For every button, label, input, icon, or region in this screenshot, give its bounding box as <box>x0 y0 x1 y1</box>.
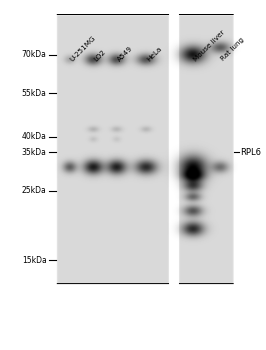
Text: RPL6: RPL6 <box>240 148 261 157</box>
Text: 15kDa: 15kDa <box>22 256 47 265</box>
Text: 25kDa: 25kDa <box>22 186 47 195</box>
Text: Mouse liver: Mouse liver <box>192 29 226 62</box>
Text: HeLa: HeLa <box>145 45 163 62</box>
Text: Rat lung: Rat lung <box>219 37 245 62</box>
Text: 35kDa: 35kDa <box>22 148 47 157</box>
Text: 70kDa: 70kDa <box>22 50 47 59</box>
Text: 55kDa: 55kDa <box>22 89 47 98</box>
Text: LO2: LO2 <box>93 48 107 62</box>
Text: A549: A549 <box>116 45 134 62</box>
Text: 40kDa: 40kDa <box>22 132 47 141</box>
Text: U-251MG: U-251MG <box>69 34 97 62</box>
